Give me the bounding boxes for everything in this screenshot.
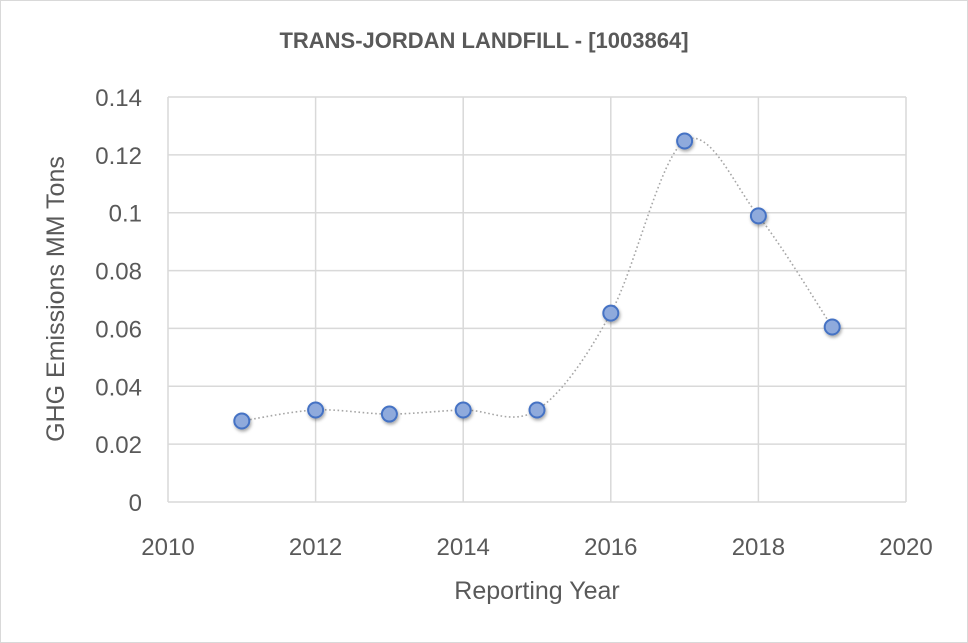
y-axis-label: GHG Emissions MM Tons — [42, 156, 70, 442]
x-tick-labels: 2010 2012 2014 2016 2018 2020 — [141, 534, 932, 561]
y-tick-label: 0.06 — [95, 316, 142, 343]
gridlines — [167, 96, 907, 503]
data-point — [676, 132, 694, 150]
data-point — [749, 207, 767, 225]
data-point — [454, 401, 472, 419]
y-tick-label: 0 — [129, 490, 142, 517]
data-point — [233, 412, 251, 430]
x-tick-label: 2014 — [437, 534, 490, 561]
y-tick-label: 0.08 — [95, 259, 142, 286]
data-point — [823, 318, 841, 336]
y-tick-label: 0.12 — [95, 143, 142, 170]
data-point — [602, 304, 620, 322]
data-points — [233, 132, 841, 430]
x-tick-label: 2018 — [732, 534, 785, 561]
y-tick-labels: 0 0.02 0.04 0.06 0.08 0.1 0.12 0.14 — [95, 85, 142, 517]
chart-title: TRANS-JORDAN LANDFILL - [1003864] — [279, 28, 689, 53]
x-tick-label: 2020 — [879, 534, 932, 561]
y-tick-label: 0.1 — [109, 201, 142, 228]
x-tick-label: 2016 — [584, 534, 637, 561]
x-tick-label: 2012 — [289, 534, 342, 561]
x-axis-label: Reporting Year — [454, 577, 619, 605]
series-line — [241, 137, 833, 422]
data-point — [528, 401, 546, 419]
data-point — [380, 405, 398, 423]
y-tick-label: 0.04 — [95, 374, 142, 401]
data-point — [307, 401, 325, 419]
y-tick-label: 0.14 — [95, 85, 142, 112]
x-tick-label: 2010 — [141, 534, 194, 561]
y-tick-label: 0.02 — [95, 432, 142, 459]
